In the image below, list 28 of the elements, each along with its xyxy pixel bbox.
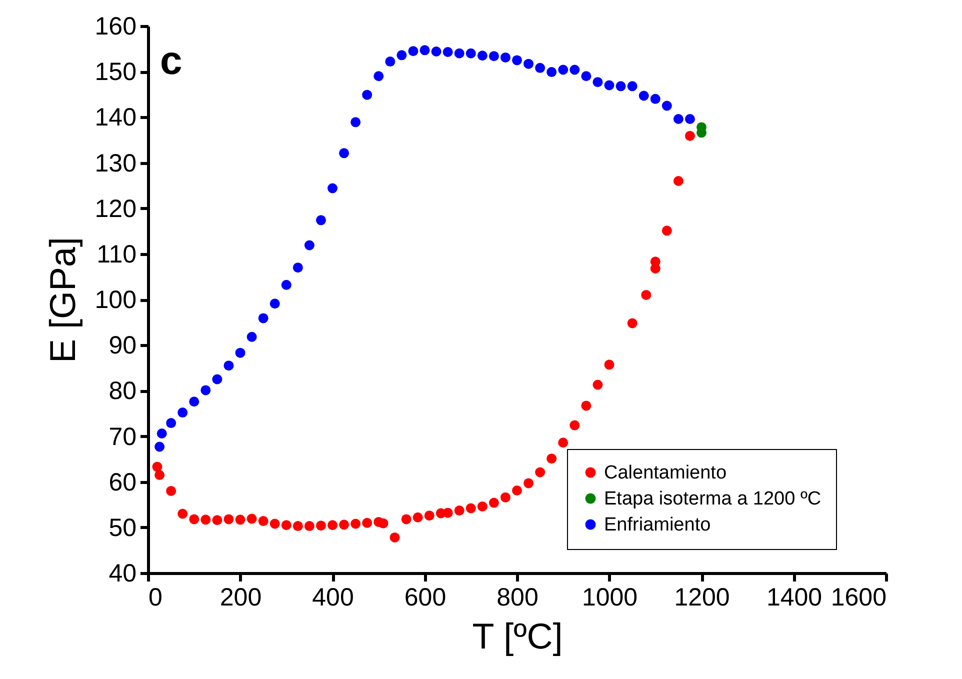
y-tick-label: 40 xyxy=(108,560,136,588)
legend-label: Etapa isoterma a 1200 ºC xyxy=(604,488,822,510)
x-tick-label: 800 xyxy=(496,584,538,612)
y-tick-label: 60 xyxy=(108,468,136,496)
y-tick-label: 110 xyxy=(96,240,136,268)
x-tick-label: 200 xyxy=(220,584,262,612)
y-tick-label: 120 xyxy=(94,194,136,223)
y-tick-label: 50 xyxy=(108,514,136,542)
x-tick-label: 1000 xyxy=(582,584,638,612)
x-tick-label: 400 xyxy=(312,584,354,612)
legend-label: Calentamiento xyxy=(604,462,727,484)
annotation: c xyxy=(160,39,182,83)
x-tick-label: 600 xyxy=(404,584,446,612)
y-tick-label: 130 xyxy=(94,149,136,178)
legend-label: Enfriamiento xyxy=(604,514,711,536)
y-tick-label: 100 xyxy=(94,286,136,314)
y-tick-label: 90 xyxy=(108,332,136,360)
y-tick-label: 150 xyxy=(94,58,136,86)
x-tick-label: 1600 xyxy=(830,584,886,612)
x-axis-title: T [ºC] xyxy=(472,616,563,656)
y-tick-label: 140 xyxy=(94,104,136,132)
y-axis-title: E [GPa] xyxy=(42,236,83,364)
x-tick-label: 1200 xyxy=(674,584,730,612)
y-tick-label: 80 xyxy=(108,377,136,406)
x-tick-label: 0 xyxy=(148,584,162,612)
y-tick-label: 160 xyxy=(94,12,136,40)
y-tick-label: 70 xyxy=(108,422,136,451)
x-tick-label: 1400 xyxy=(766,584,822,612)
